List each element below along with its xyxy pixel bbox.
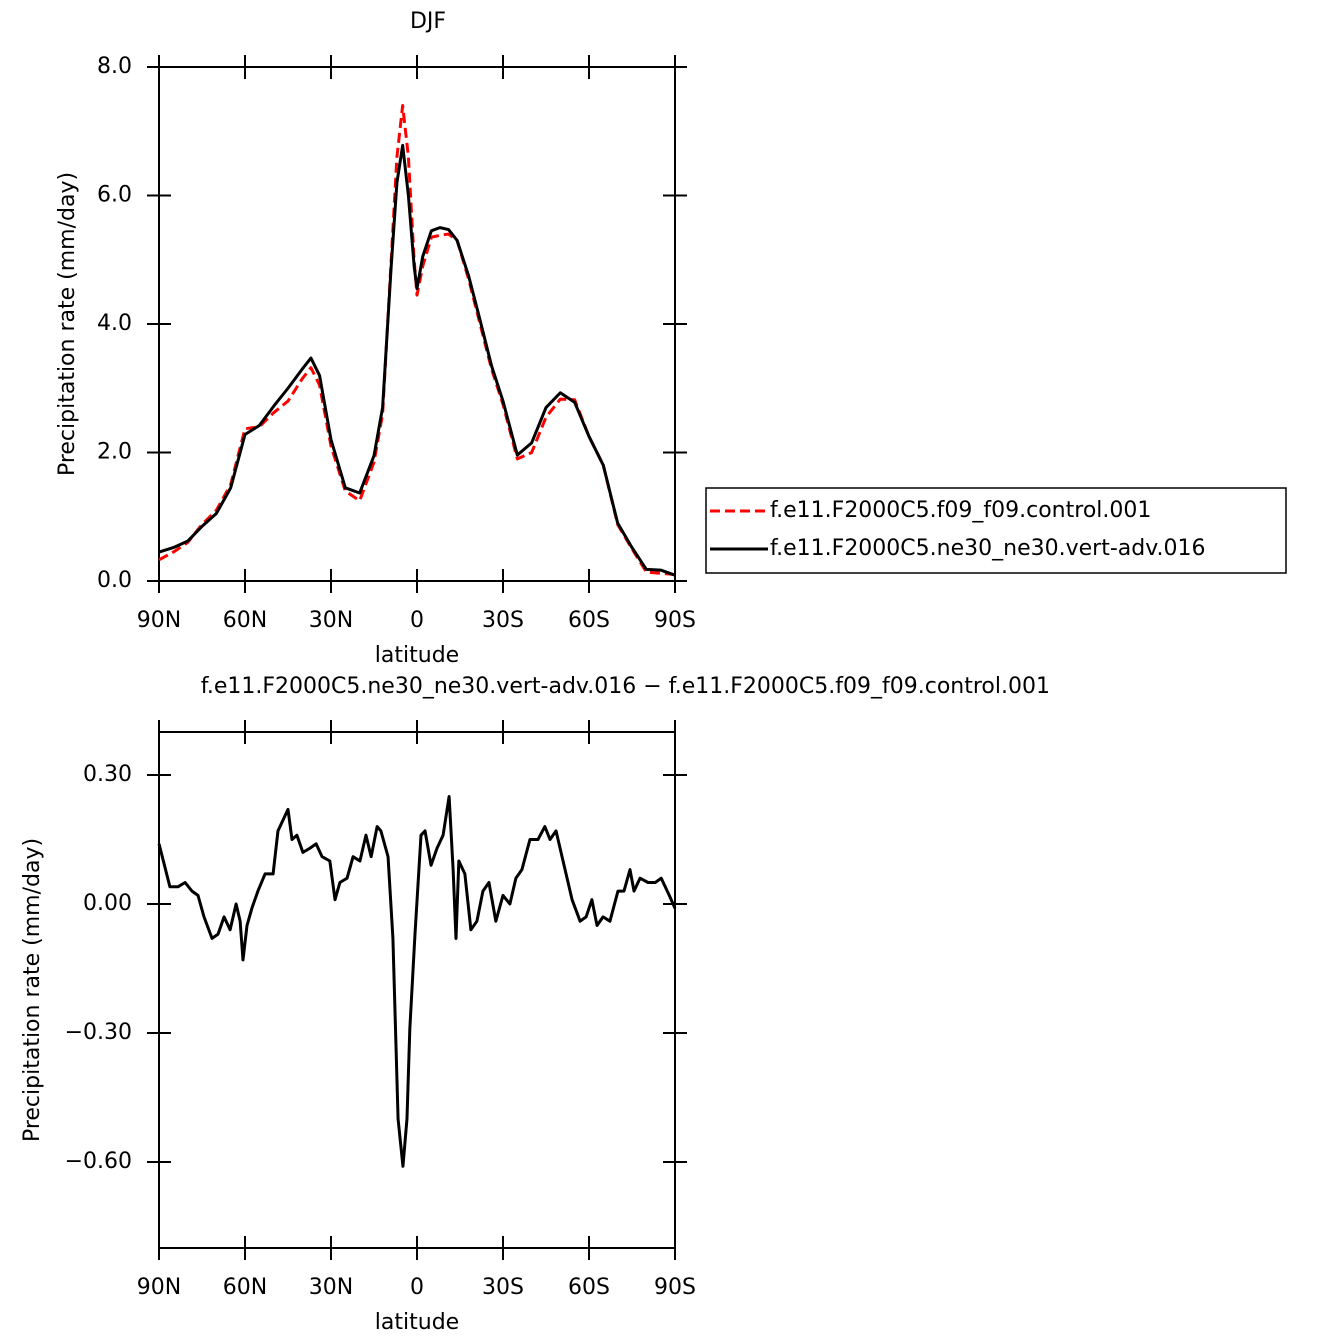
data-line <box>157 795 677 1168</box>
y-tick-label: 8.0 <box>97 54 132 79</box>
x-axis-label: latitude <box>375 1310 459 1335</box>
y-tick-label: 0.00 <box>83 891 132 916</box>
data-line <box>158 104 676 577</box>
x-tick-label: 60N <box>223 608 267 633</box>
y-tick-label: 0.0 <box>97 568 132 593</box>
x-tick-label: 30N <box>309 1275 353 1300</box>
y-tick-label: 4.0 <box>97 311 132 336</box>
plot-frame <box>158 731 676 1249</box>
y-tick-label: −0.60 <box>65 1149 132 1174</box>
y-tick-label: 2.0 <box>97 440 132 465</box>
legend-box <box>705 487 1287 574</box>
x-tick-label: 60S <box>568 608 610 633</box>
x-tick-label: 30N <box>309 608 353 633</box>
x-tick-label: 90S <box>654 608 696 633</box>
plot-frame <box>158 66 676 582</box>
y-axis-label: Precipitation rate (mm/day) <box>55 172 80 476</box>
legend-label: f.e11.F2000C5.ne30_ne30.vert-adv.016 <box>770 536 1206 561</box>
x-tick-label: 30S <box>482 608 524 633</box>
x-tick-label: 90S <box>654 1275 696 1300</box>
chart-title: f.e11.F2000C5.ne30_ne30.vert-adv.016 − f… <box>201 674 1050 699</box>
legend-label: f.e11.F2000C5.f09_f09.control.001 <box>770 498 1151 523</box>
x-tick-label: 60N <box>223 1275 267 1300</box>
x-tick-label: 0 <box>410 608 424 633</box>
x-tick-label: 0 <box>410 1275 424 1300</box>
x-tick-label: 90N <box>137 608 181 633</box>
chart-title: DJF <box>410 9 446 34</box>
y-tick-label: 6.0 <box>97 183 132 208</box>
y-tick-label: 0.30 <box>83 762 132 787</box>
x-axis-label: latitude <box>375 643 459 668</box>
y-axis-label: Precipitation rate (mm/day) <box>20 838 45 1142</box>
y-tick-label: −0.30 <box>65 1020 132 1045</box>
data-line <box>158 143 676 577</box>
x-tick-label: 90N <box>137 1275 181 1300</box>
x-tick-label: 30S <box>482 1275 524 1300</box>
x-tick-label: 60S <box>568 1275 610 1300</box>
